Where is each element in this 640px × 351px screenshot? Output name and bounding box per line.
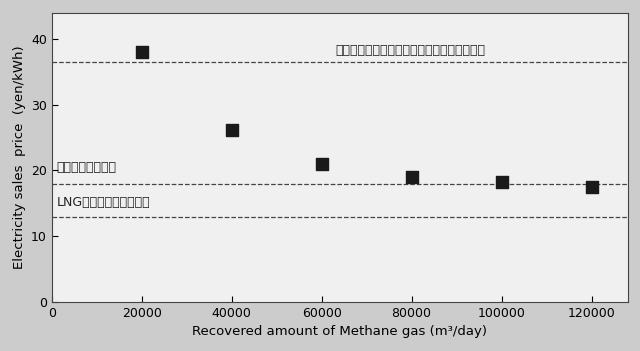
Point bbox=[227, 127, 237, 132]
Point bbox=[586, 184, 596, 190]
Point bbox=[136, 49, 147, 55]
Text: 洋上風力再生可能エネルギー使用時電気価格: 洋上風力再生可能エネルギー使用時電気価格 bbox=[335, 44, 485, 57]
Text: LNG火力使用時電気価格: LNG火力使用時電気価格 bbox=[56, 196, 150, 208]
Text: 電力会社売電価格: 電力会社売電価格 bbox=[56, 161, 116, 174]
Point bbox=[497, 179, 507, 185]
Y-axis label: Electricity sales  price  (yen/kWh): Electricity sales price (yen/kWh) bbox=[13, 46, 26, 269]
Point bbox=[406, 174, 417, 180]
Point bbox=[317, 161, 327, 167]
X-axis label: Recovered amount of Methane gas (m³/day): Recovered amount of Methane gas (m³/day) bbox=[192, 325, 487, 338]
